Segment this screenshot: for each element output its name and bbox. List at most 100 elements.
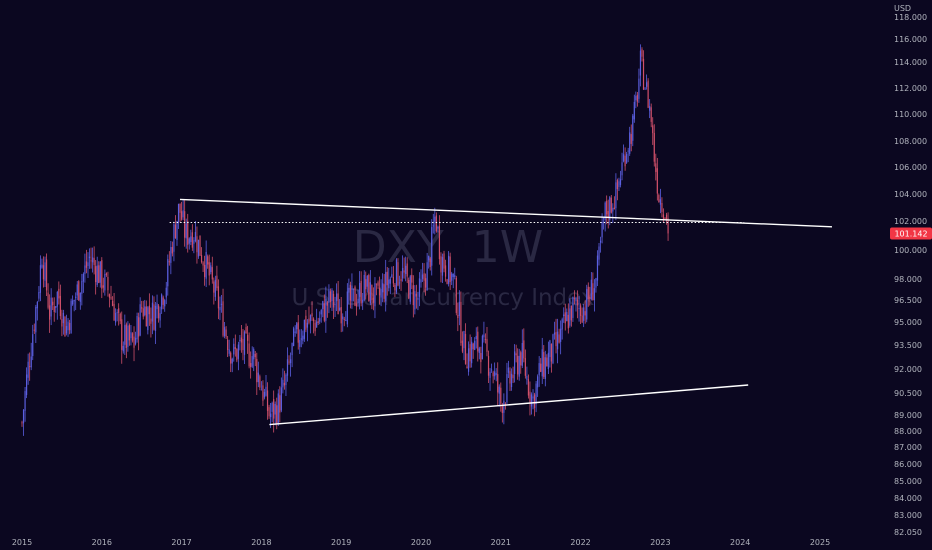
candle-body xyxy=(609,197,611,220)
candle-body xyxy=(73,299,75,302)
candle-body xyxy=(319,318,321,322)
candle xyxy=(173,221,175,262)
y-tick-label: 82.050 xyxy=(894,528,922,537)
candle xyxy=(389,276,391,295)
candle xyxy=(196,226,198,264)
candle xyxy=(527,374,530,399)
candle-body xyxy=(21,422,23,424)
trendline-lower[interactable] xyxy=(269,384,749,426)
candle-body xyxy=(182,210,184,218)
candle-body xyxy=(104,274,106,291)
candle-body xyxy=(256,358,258,383)
candle-body xyxy=(644,88,646,90)
candle xyxy=(575,296,577,312)
candle xyxy=(520,350,522,374)
candle xyxy=(299,329,301,355)
candle-body xyxy=(454,275,456,277)
candle-body xyxy=(320,310,322,315)
candle-body xyxy=(138,317,140,337)
candle-body xyxy=(560,328,562,342)
candle xyxy=(451,271,453,286)
candle-body xyxy=(49,305,51,320)
candle xyxy=(415,284,417,309)
candle-body xyxy=(82,273,84,282)
candle xyxy=(411,268,413,290)
y-tick-label: 108.000 xyxy=(894,137,927,146)
candle-body xyxy=(484,339,487,340)
candle-body xyxy=(297,322,299,343)
candle-body xyxy=(325,298,327,321)
candle-body xyxy=(492,372,494,377)
candle xyxy=(24,386,26,422)
candle-body xyxy=(629,132,631,154)
candle-body xyxy=(288,361,290,363)
candle xyxy=(68,319,71,335)
candle xyxy=(257,361,259,388)
candle xyxy=(618,177,620,192)
candle xyxy=(478,346,480,360)
candle-body xyxy=(618,181,620,187)
candle xyxy=(331,288,333,312)
candle-body xyxy=(474,340,476,350)
candle-body xyxy=(520,352,522,366)
candle-body xyxy=(633,101,635,120)
candle xyxy=(489,368,491,391)
candle-body xyxy=(88,256,91,259)
price-axis[interactable]: USD 82.050 83.000 84.000 85.000 86.000 87.000… xyxy=(894,4,927,537)
candle-body xyxy=(116,312,118,314)
candle-body xyxy=(233,343,235,355)
candle xyxy=(213,277,215,305)
candle-body xyxy=(38,292,40,299)
candle xyxy=(297,315,299,350)
candle-body xyxy=(460,301,462,344)
candle-body xyxy=(374,283,376,307)
candle-body xyxy=(70,300,72,334)
candle xyxy=(250,351,252,379)
candle xyxy=(265,374,267,397)
candle xyxy=(604,201,606,232)
candle-body xyxy=(125,324,127,348)
candle xyxy=(207,254,209,269)
candle xyxy=(127,321,129,352)
candle-body xyxy=(309,315,312,322)
candle-body xyxy=(337,293,339,315)
candle-body xyxy=(360,280,362,304)
candle-body xyxy=(33,329,35,331)
candle-body xyxy=(503,400,505,413)
candle-body xyxy=(425,278,427,288)
candle xyxy=(420,269,422,288)
candle xyxy=(118,303,120,326)
candle-body xyxy=(481,335,483,360)
candle-body xyxy=(230,352,232,364)
candle-body xyxy=(642,58,645,90)
candle-body xyxy=(22,410,25,424)
candle-body xyxy=(246,335,249,341)
candle xyxy=(653,124,655,167)
candle xyxy=(110,285,112,300)
candle xyxy=(309,314,312,334)
candle-body xyxy=(607,211,609,219)
candle xyxy=(550,343,553,373)
candle xyxy=(487,350,490,384)
candle xyxy=(288,355,290,365)
candle-body xyxy=(95,266,97,283)
candle xyxy=(388,267,390,292)
candle xyxy=(262,380,264,407)
candle xyxy=(329,288,332,308)
candle xyxy=(230,351,232,373)
time-axis[interactable]: 2015 2016 2017 2018 2019 2020 2021 2022 2023 2024… xyxy=(12,538,830,547)
candle xyxy=(107,271,109,297)
candle-body xyxy=(27,361,29,378)
candle-body xyxy=(580,305,582,316)
candle-body xyxy=(368,275,370,301)
y-tick-label: 98.000 xyxy=(894,275,922,284)
candle-body xyxy=(227,339,229,350)
candle xyxy=(642,50,645,90)
candle-body xyxy=(150,318,152,324)
candle xyxy=(544,350,546,387)
y-tick-label: 92.000 xyxy=(894,365,922,374)
candle-body xyxy=(406,263,408,277)
candle xyxy=(576,290,579,319)
